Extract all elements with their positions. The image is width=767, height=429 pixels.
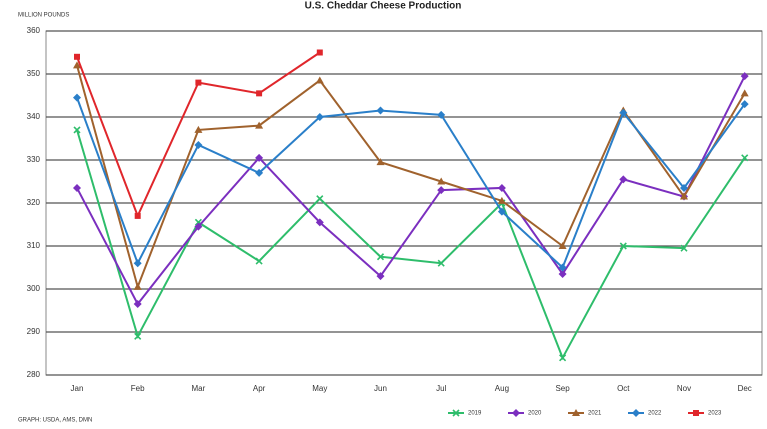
y-tick-label: 320 bbox=[27, 198, 41, 207]
data-point bbox=[437, 177, 446, 185]
y-tick-label: 300 bbox=[27, 284, 41, 293]
data-point bbox=[256, 90, 263, 97]
data-point bbox=[559, 354, 567, 362]
data-point bbox=[73, 93, 81, 102]
y-tick-label: 280 bbox=[27, 370, 41, 379]
data-point bbox=[680, 183, 688, 192]
x-tick-label: Jul bbox=[436, 384, 446, 393]
legend-marker bbox=[452, 409, 460, 417]
data-point bbox=[315, 113, 324, 121]
data-point bbox=[376, 158, 385, 166]
data-point bbox=[194, 222, 203, 231]
data-point bbox=[619, 175, 628, 184]
data-point bbox=[376, 106, 385, 115]
y-tick-label: 310 bbox=[27, 241, 41, 250]
series-line bbox=[76, 129, 746, 361]
data-point bbox=[558, 242, 567, 249]
legend-marker bbox=[693, 410, 699, 416]
data-point bbox=[74, 53, 80, 60]
data-point bbox=[255, 257, 263, 265]
data-point bbox=[133, 300, 142, 309]
data-point bbox=[316, 195, 324, 203]
data-point bbox=[316, 49, 323, 56]
data-point bbox=[437, 259, 445, 267]
data-point bbox=[73, 126, 81, 134]
legend-label: 2021 bbox=[588, 411, 602, 417]
y-tick-label: 330 bbox=[27, 155, 41, 164]
legend-label: 2020 bbox=[528, 411, 542, 417]
legend-marker bbox=[512, 409, 520, 417]
y-axis-label: MILLION POUNDS bbox=[18, 13, 69, 19]
data-point bbox=[619, 108, 628, 117]
x-tick-label: Jan bbox=[71, 384, 84, 393]
data-point bbox=[740, 100, 749, 109]
data-point bbox=[133, 282, 142, 290]
data-point bbox=[558, 263, 567, 272]
x-tick-label: Oct bbox=[617, 384, 630, 393]
legend-marker bbox=[632, 409, 640, 417]
data-point bbox=[437, 186, 446, 195]
source: GRAPH: USDA, AMS, DMN bbox=[18, 418, 92, 424]
data-point bbox=[255, 168, 264, 177]
data-point bbox=[497, 207, 506, 216]
data-point bbox=[437, 110, 446, 119]
x-tick-label: Apr bbox=[253, 384, 266, 393]
legend-label: 2022 bbox=[648, 411, 662, 417]
y-tick-label: 360 bbox=[27, 26, 41, 35]
x-tick-label: Sep bbox=[555, 384, 570, 393]
y-tick-label: 350 bbox=[27, 69, 41, 78]
x-tick-label: Nov bbox=[677, 384, 691, 393]
data-point bbox=[376, 253, 385, 261]
data-point bbox=[497, 196, 506, 204]
data-point bbox=[255, 153, 264, 162]
x-tick-label: Feb bbox=[131, 384, 145, 393]
data-point bbox=[194, 125, 203, 133]
data-point bbox=[195, 79, 202, 86]
x-tick-label: Mar bbox=[192, 384, 206, 393]
series-line bbox=[76, 97, 746, 270]
data-point bbox=[315, 76, 324, 84]
data-point bbox=[194, 140, 203, 149]
data-point bbox=[134, 332, 142, 340]
data-point bbox=[680, 244, 688, 252]
data-point bbox=[73, 61, 81, 69]
data-point bbox=[134, 212, 141, 219]
data-point bbox=[133, 259, 142, 268]
data-point bbox=[73, 183, 81, 192]
data-point bbox=[680, 192, 688, 200]
data-point bbox=[558, 269, 567, 278]
data-point bbox=[315, 218, 324, 227]
x-tick-label: Aug bbox=[495, 384, 509, 393]
x-tick-label: Jun bbox=[374, 384, 387, 393]
data-point bbox=[255, 121, 264, 129]
x-tick-label: May bbox=[312, 384, 327, 393]
y-tick-label: 340 bbox=[27, 112, 41, 121]
data-point bbox=[376, 272, 385, 281]
legend-marker bbox=[572, 409, 580, 416]
y-tick-label: 290 bbox=[27, 327, 41, 336]
data-point bbox=[741, 154, 749, 162]
x-tick-label: Dec bbox=[738, 384, 752, 393]
legend-label: 2023 bbox=[708, 411, 722, 417]
legend-label: 2019 bbox=[468, 411, 482, 417]
data-point bbox=[497, 183, 506, 192]
series-line bbox=[76, 75, 746, 306]
data-point bbox=[740, 89, 749, 97]
data-point bbox=[740, 72, 749, 81]
data-point bbox=[619, 242, 627, 250]
series-line bbox=[76, 51, 321, 219]
chart-title: U.S. Cheddar Cheese Production bbox=[305, 1, 462, 12]
